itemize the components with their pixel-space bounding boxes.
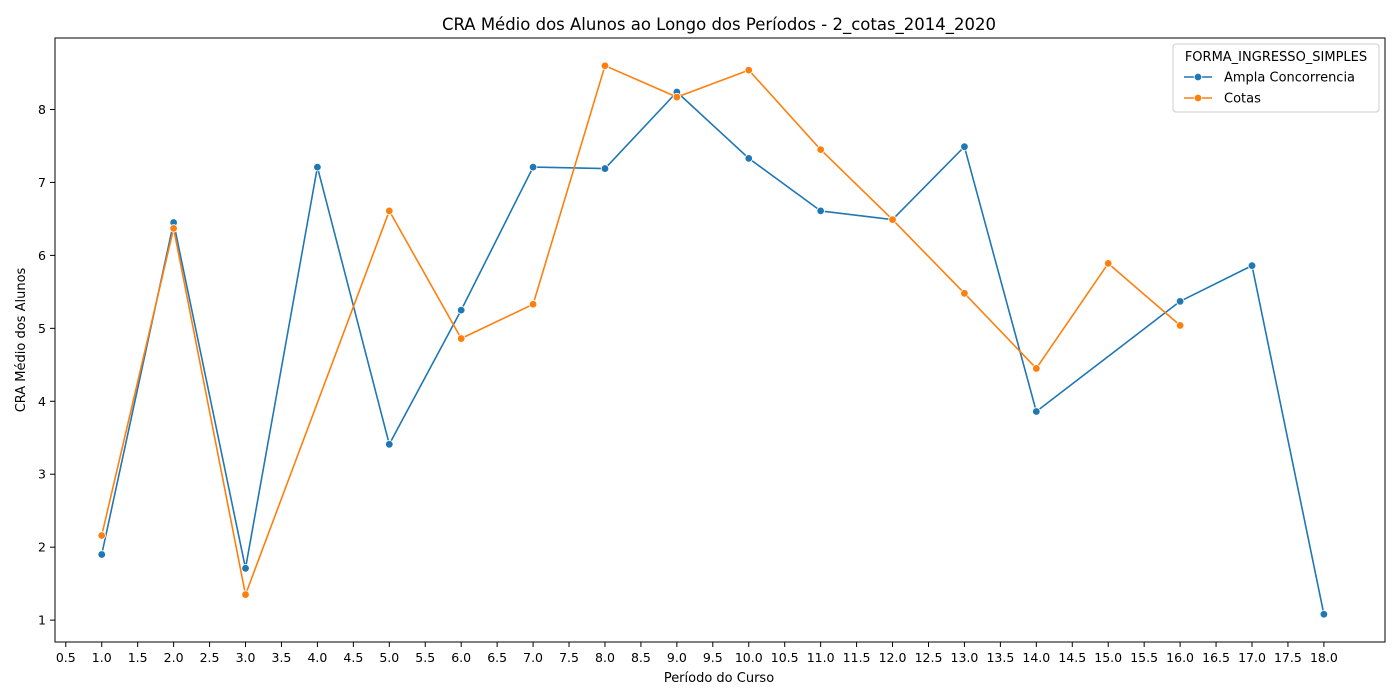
x-tick-label: 2.5 xyxy=(200,650,220,665)
x-tick-label: 15.5 xyxy=(1130,650,1158,665)
series-1 xyxy=(97,87,1329,619)
y-tick-label: 8 xyxy=(38,102,46,117)
x-tick-label: 11.0 xyxy=(807,650,835,665)
y-tick-label: 6 xyxy=(38,248,46,263)
x-tick-label: 14.0 xyxy=(1022,650,1050,665)
x-tick-label: 5.5 xyxy=(415,650,435,665)
x-tick-label: 3.5 xyxy=(272,650,292,665)
data-point xyxy=(960,142,969,151)
data-point xyxy=(313,162,322,172)
x-tick-label: 10.0 xyxy=(735,650,763,665)
legend-entry: Ampla Concorrencia xyxy=(1184,71,1355,86)
data-point xyxy=(744,65,753,75)
legend-entries: Ampla Concorrencia Cotas xyxy=(1184,71,1355,107)
data-point xyxy=(97,550,106,559)
series-2 xyxy=(97,61,1185,599)
y-tick-label: 3 xyxy=(38,467,46,482)
legend-marker xyxy=(1193,72,1203,82)
x-axis-label: Período do Curso xyxy=(664,671,774,686)
data-point xyxy=(385,440,394,449)
x-tick-label: 0.5 xyxy=(56,650,76,665)
legend: FORMA_INGRESSO_SIMPLES Ampla Concorrenci… xyxy=(1172,43,1380,113)
x-tick-label: 1.5 xyxy=(128,650,148,665)
data-point xyxy=(960,289,969,298)
x-tick-label: 4.5 xyxy=(343,650,363,665)
x-tick-label: 7.5 xyxy=(559,650,579,665)
x-tick-label: 6.0 xyxy=(451,650,471,665)
y-tick-label: 5 xyxy=(38,321,46,336)
x-tick-label: 15.0 xyxy=(1094,650,1122,665)
series-line xyxy=(100,64,1181,596)
data-point xyxy=(241,564,250,573)
x-tick-label: 18.0 xyxy=(1310,650,1338,665)
x-tick-label: 16.0 xyxy=(1166,650,1194,665)
data-point xyxy=(241,590,250,599)
data-point xyxy=(1247,261,1257,270)
x-tick-label: 4.0 xyxy=(307,650,327,665)
y-axis: 1 2 3 4 5 6 7 8 xyxy=(38,102,55,628)
legend-title: FORMA_INGRESSO_SIMPLES xyxy=(1185,50,1367,65)
x-tick-label: 1.0 xyxy=(92,650,112,665)
data-point xyxy=(600,61,610,70)
plot-frame xyxy=(54,37,1386,643)
x-tick-label: 9.5 xyxy=(703,650,723,665)
x-tick-label: 17.5 xyxy=(1274,650,1302,665)
y-axis-label: CRA Médio dos Alunos xyxy=(14,267,29,412)
data-point xyxy=(456,305,466,315)
x-tick-label: 2.0 xyxy=(164,650,184,665)
data-point xyxy=(1319,610,1329,619)
x-tick-label: 7.0 xyxy=(523,650,543,665)
data-point xyxy=(1104,259,1113,268)
data-point xyxy=(600,164,610,173)
y-tick-label: 1 xyxy=(38,613,46,628)
x-tick-label: 16.5 xyxy=(1202,650,1230,665)
data-point xyxy=(385,206,394,216)
data-point xyxy=(816,206,825,216)
data-point xyxy=(528,300,538,309)
data-point xyxy=(888,215,897,224)
data-point xyxy=(528,162,538,172)
data-point xyxy=(816,145,825,154)
x-tick-label: 8.5 xyxy=(631,650,651,665)
data-point xyxy=(169,224,178,233)
legend-frame xyxy=(1172,43,1380,113)
x-tick-label: 12.5 xyxy=(915,650,943,665)
data-point xyxy=(1032,364,1041,373)
series-line xyxy=(100,91,1325,615)
legend-entry: Cotas xyxy=(1184,92,1261,107)
x-tick-label: 12.0 xyxy=(879,650,907,665)
x-tick-label: 3.0 xyxy=(236,650,256,665)
data-point xyxy=(456,334,466,343)
y-tick-label: 4 xyxy=(38,394,46,409)
legend-label: Ampla Concorrencia xyxy=(1224,71,1355,86)
x-tick-label: 13.5 xyxy=(986,650,1014,665)
x-tick-label: 5.0 xyxy=(379,650,399,665)
y-tick-label: 7 xyxy=(38,175,46,190)
data-point xyxy=(1175,297,1185,306)
x-tick-label: 11.5 xyxy=(843,650,871,665)
legend-label: Cotas xyxy=(1224,92,1261,107)
data-point xyxy=(97,531,106,540)
data-point xyxy=(672,92,682,102)
x-axis: 0.5 1.0 1.5 2.0 2.5 3.0 3.5 4.0 4.5 5.0 5.5 6.0 6.5 7… xyxy=(56,642,1338,665)
x-tick-label: 10.5 xyxy=(771,650,799,665)
data-point xyxy=(1175,321,1185,330)
legend-marker xyxy=(1193,93,1203,103)
x-tick-label: 9.0 xyxy=(667,650,687,665)
series-layer xyxy=(97,61,1329,619)
data-point xyxy=(744,154,753,163)
x-tick-label: 13.0 xyxy=(951,650,979,665)
x-tick-label: 14.5 xyxy=(1058,650,1086,665)
x-tick-label: 17.0 xyxy=(1238,650,1266,665)
data-point xyxy=(1032,407,1041,416)
chart-title: CRA Médio dos Alunos ao Longo dos Períod… xyxy=(442,15,996,35)
x-tick-label: 8.0 xyxy=(595,650,615,665)
x-tick-label: 6.5 xyxy=(487,650,507,665)
y-tick-label: 2 xyxy=(38,540,46,555)
